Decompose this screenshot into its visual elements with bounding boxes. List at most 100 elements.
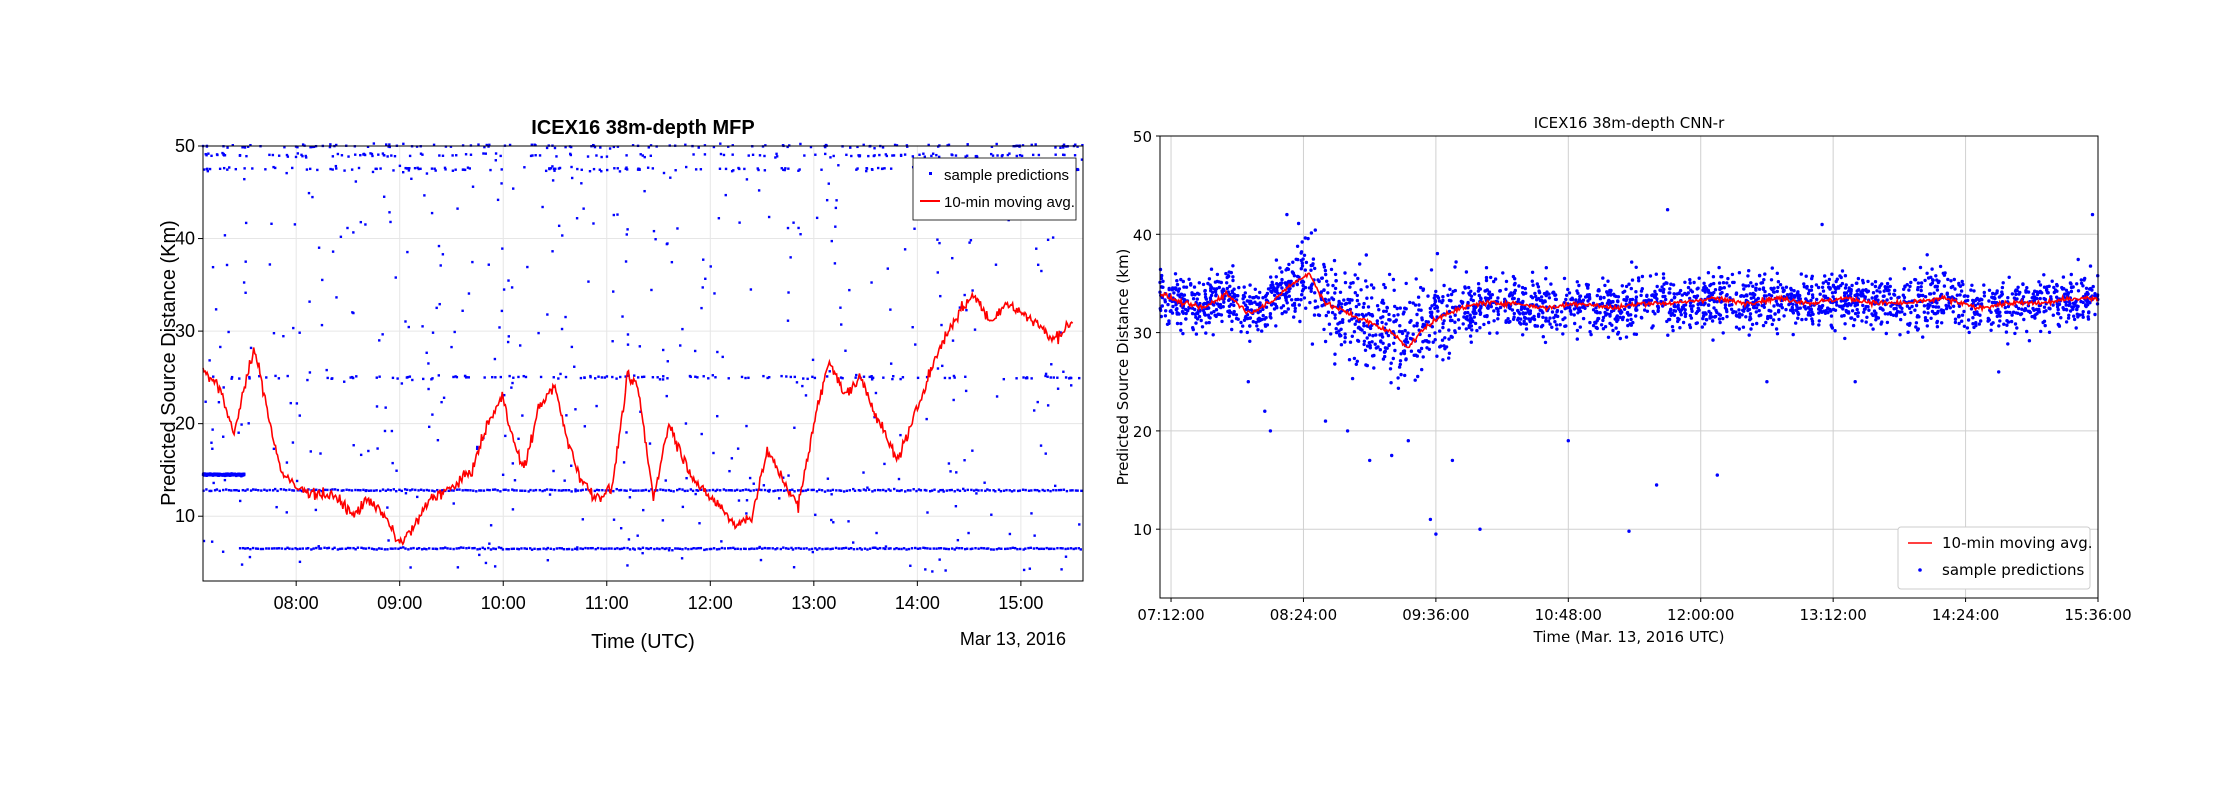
mfp-sample-point [507, 489, 510, 492]
cnn-sample-point [1757, 287, 1762, 291]
mfp-sample-point [1011, 546, 1015, 550]
cnn-sample-point [1352, 330, 1357, 334]
cnn-sample-point [1245, 305, 1250, 310]
cnn-sample-point [1225, 286, 1230, 291]
cnn-sample-point [1622, 307, 1627, 311]
mfp-sample-point [386, 548, 389, 551]
cnn-sample-point [1742, 294, 1746, 298]
cnn-sample-point [1834, 287, 1838, 291]
mfp-sample-point [945, 489, 949, 492]
mfp-sample-point [454, 375, 457, 378]
cnn-sample-point [1883, 285, 1887, 289]
mfp-sample-point [829, 489, 832, 492]
mfp-sample-point [991, 154, 995, 157]
cnn-sample-point [1696, 306, 1701, 310]
mfp-sample-point [761, 547, 764, 550]
cnn-sample-point [1214, 293, 1218, 297]
mfp-sample-point [739, 547, 742, 551]
cnn-sample-point [1814, 283, 1819, 287]
mfp-sample-point [557, 377, 560, 380]
cnn-sample-point [1627, 305, 1632, 309]
cnn-sample-point [1545, 290, 1549, 294]
mfp-sample-point [852, 487, 855, 491]
mfp-sample-point [845, 153, 848, 157]
mfp-sample-point [1056, 387, 1060, 390]
mfp-sample-point [204, 152, 207, 156]
mfp-sample-point [718, 167, 722, 170]
mfp-sample-point [838, 489, 841, 492]
cnn-sample-point [1686, 285, 1691, 290]
cnn-sample-point [1504, 279, 1509, 284]
cnn-sample-point [1776, 285, 1780, 290]
mfp-sample-point [254, 547, 258, 550]
mfp-sample-point [857, 154, 860, 157]
cnn-sample-point [1784, 307, 1788, 312]
cnn-sample-point [1817, 319, 1822, 323]
cnn-sample-point [1338, 290, 1343, 294]
cnn-sample-point [1184, 317, 1188, 321]
cnn-chart: 07:12:00 08:24:00 09:36:00 10:48:00 12:00:00… [1114, 114, 2132, 646]
mfp-sample-point [461, 489, 464, 492]
mfp-sample-point [602, 547, 606, 551]
mfp-sample-point [950, 488, 953, 492]
cnn-sample-point [1673, 295, 1677, 299]
mfp-sample-point [862, 488, 866, 491]
mfp-sample-point [425, 488, 428, 492]
cnn-sample-point [1343, 302, 1347, 306]
cnn-sample-point [1430, 304, 1434, 308]
cnn-sample-point [1414, 277, 1418, 281]
mfp-sample-point [830, 239, 833, 243]
cnn-sample-point [1483, 289, 1487, 293]
cnn-sample-point [1234, 313, 1239, 317]
mfp-sample-point [810, 488, 813, 492]
mfp-sample-point [435, 547, 439, 551]
mfp-sample-point [567, 489, 571, 492]
mfp-sample-point [511, 488, 514, 491]
mfp-sample-point [1074, 547, 1078, 550]
cnn-sample-point [1888, 277, 1893, 281]
cnn-sample-point [2084, 303, 2088, 307]
cnn-sample-point [1550, 325, 1554, 329]
cnn-sample-point [1527, 317, 1531, 321]
cnn-sample-point [1969, 307, 1974, 311]
cnn-sample-point [1472, 315, 1477, 319]
x-tick-label: 13:12:00 [1799, 606, 1866, 624]
cnn-sample-point [1727, 284, 1732, 288]
cnn-sample-point [1304, 306, 1308, 310]
cnn-sample-point [1668, 287, 1672, 291]
cnn-sample-point [1601, 327, 1606, 331]
mfp-sample-point [664, 489, 667, 492]
cnn-sample-point [2016, 306, 2021, 311]
mfp-sample-point [1018, 154, 1022, 157]
mfp-sample-point [1070, 384, 1073, 387]
cnn-sample-point [1187, 277, 1191, 281]
cnn-sample-point [1771, 318, 1776, 322]
cnn-sample-point [1915, 328, 1920, 332]
cnn-sample-point [1683, 280, 1687, 284]
mfp-sample-point [350, 168, 354, 171]
cnn-sample-point [1167, 286, 1171, 291]
mfp-sample-point [364, 547, 368, 550]
cnn-sample-point [1519, 307, 1524, 312]
mfp-sample-point [340, 154, 344, 157]
mfp-sample-point [595, 154, 598, 157]
mfp-sample-point [953, 490, 956, 493]
cnn-sample-point [1408, 320, 1412, 324]
mfp-sample-point [669, 489, 673, 493]
cnn-sample-point [1299, 280, 1304, 284]
cnn-sample-point [1971, 300, 1976, 305]
cnn-sample-point [1533, 291, 1537, 296]
cnn-sample-point [1433, 293, 1437, 297]
mfp-sample-point [1054, 153, 1057, 156]
mfp-sample-point [794, 547, 797, 550]
cnn-sample-point [1634, 290, 1638, 294]
mfp-sample-point [697, 146, 700, 149]
cnn-sample-point [1495, 331, 1499, 335]
cnn-sample-point [2032, 308, 2036, 312]
cnn-sample-point [1229, 302, 1233, 307]
mfp-sample-point [1003, 547, 1007, 551]
cnn-sample-point [1484, 278, 1489, 283]
mfp-sample-point [390, 154, 393, 157]
mfp-sample-point [786, 145, 789, 149]
